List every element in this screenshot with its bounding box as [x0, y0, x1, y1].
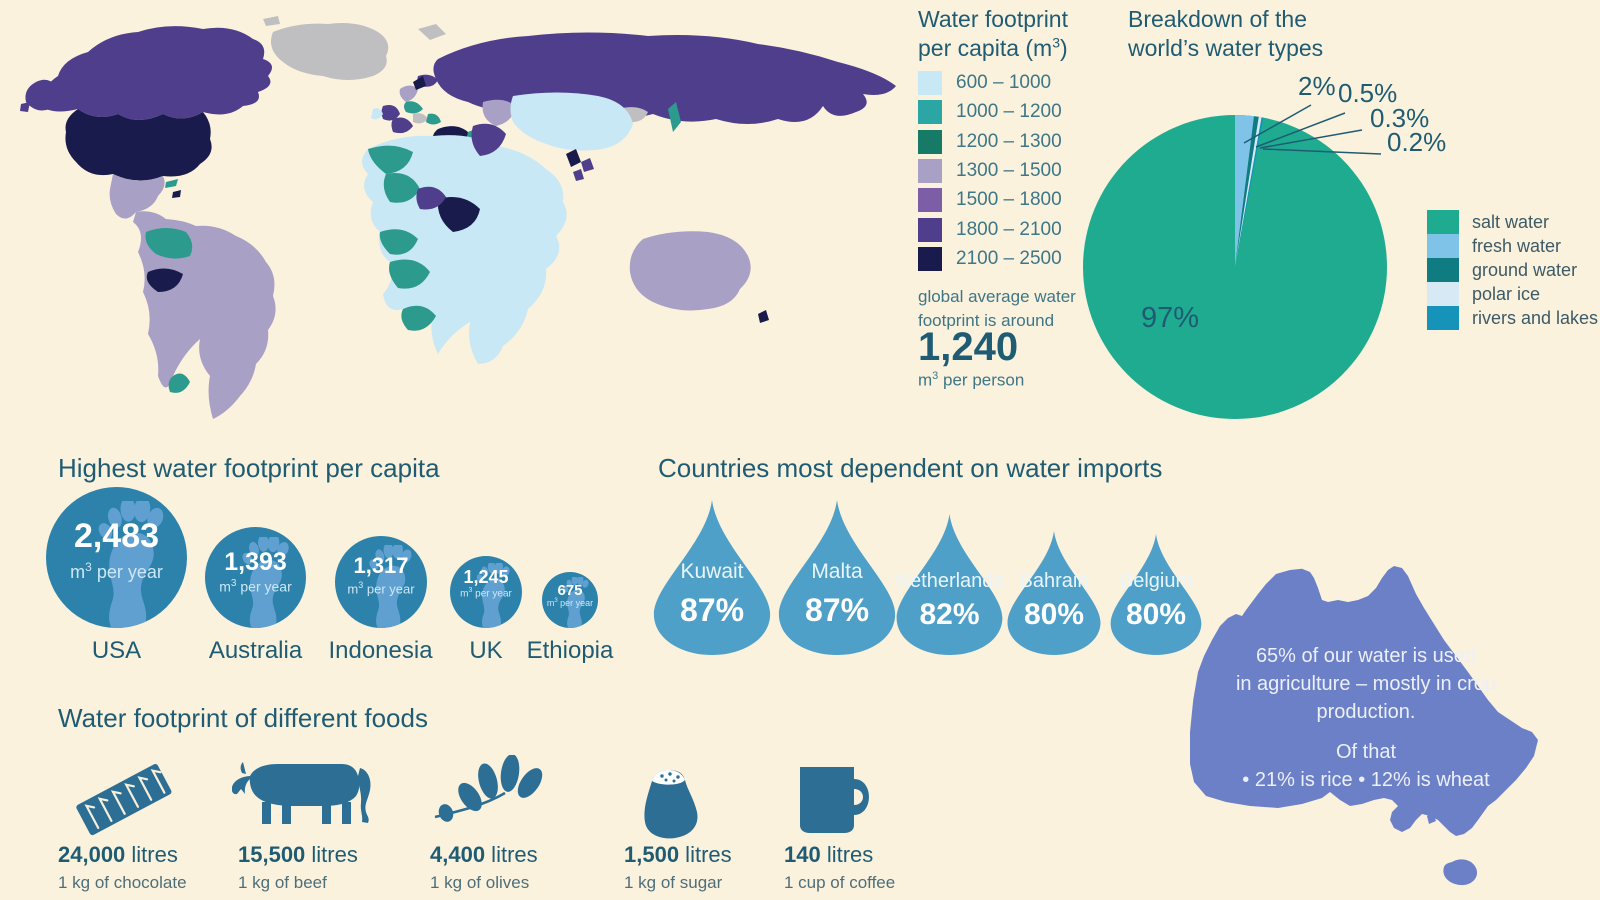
svg-text:in agriculture – mostly in cro: in agriculture – mostly in crop: [1236, 673, 1496, 695]
svg-text:0.2%: 0.2%: [1387, 127, 1446, 157]
svg-text:97%: 97%: [1141, 302, 1199, 334]
svg-text:Of that: Of that: [1336, 741, 1396, 763]
svg-text:• 21% is rice • 12% is wheat: • 21% is rice • 12% is wheat: [1242, 769, 1490, 791]
svg-text:2%: 2%: [1298, 71, 1336, 101]
svg-text:production.: production.: [1317, 701, 1416, 723]
svg-text:65% of our water is used: 65% of our water is used: [1256, 645, 1476, 667]
